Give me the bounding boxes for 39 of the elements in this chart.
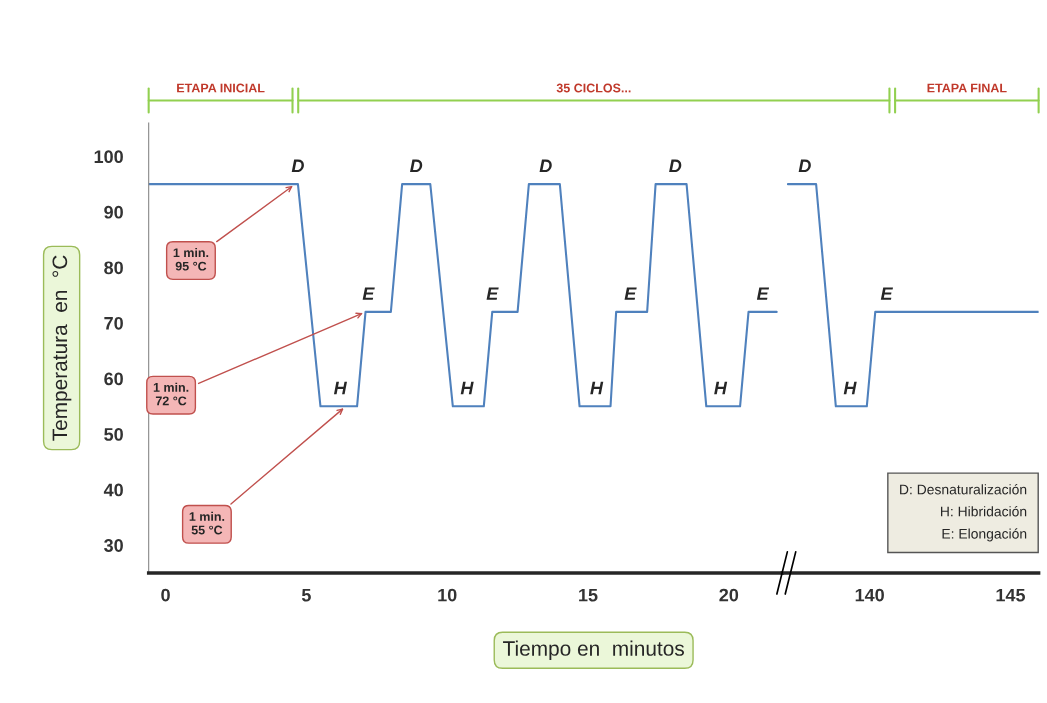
y-tick-label: 90	[104, 205, 123, 219]
annotation: D	[669, 159, 682, 173]
annotation: D	[291, 159, 304, 173]
annotation: D: Desnaturalización H: Hibridación E: Elongación	[900, 484, 1027, 542]
y-tick-label: 50	[104, 428, 123, 441]
annotation: E	[624, 287, 637, 300]
y-tick-label: 100	[94, 150, 123, 164]
annotation: D	[539, 159, 552, 173]
y-axis-title: Temperatura en °C	[52, 255, 72, 441]
annotation: 1 min. 95 °C	[173, 247, 209, 271]
x-tick-label: 145	[996, 588, 1026, 602]
annotation: E	[362, 287, 375, 300]
x-tick-label: 10	[438, 588, 457, 602]
y-tick-label: 40	[103, 483, 123, 497]
annotation: H	[714, 381, 728, 395]
text: ETAPA FINAL	[927, 83, 1007, 93]
annotation: E	[756, 287, 770, 300]
y-tick-label: 80	[104, 261, 123, 275]
text: ETAPA INICIAL	[177, 83, 265, 93]
text: 35 CICLOS...	[556, 83, 631, 93]
annotation: D	[798, 159, 811, 173]
annotation: H	[590, 381, 604, 395]
x-tick-label: 0	[161, 588, 170, 602]
y-tick-label: 60	[104, 372, 123, 386]
annotation: D	[410, 159, 423, 173]
y-tick-label: 30	[104, 539, 123, 552]
annotation: E	[486, 287, 499, 300]
annotation: H	[333, 381, 347, 395]
x-tick-label: 15	[579, 588, 598, 602]
annotation: E	[880, 287, 893, 300]
x-tick-label: 20	[719, 588, 739, 602]
x-axis-title: Tiempo en minutos	[503, 640, 684, 660]
annotation: 1 min. 72 °C	[153, 382, 189, 406]
annotation: 1 min. 55 °C	[189, 511, 225, 535]
x-tick-label: 140	[855, 588, 884, 602]
annotation: H	[460, 381, 474, 395]
x-tick-label: 5	[301, 588, 311, 602]
annotation: H	[843, 381, 857, 395]
y-tick-label: 70	[104, 316, 123, 330]
